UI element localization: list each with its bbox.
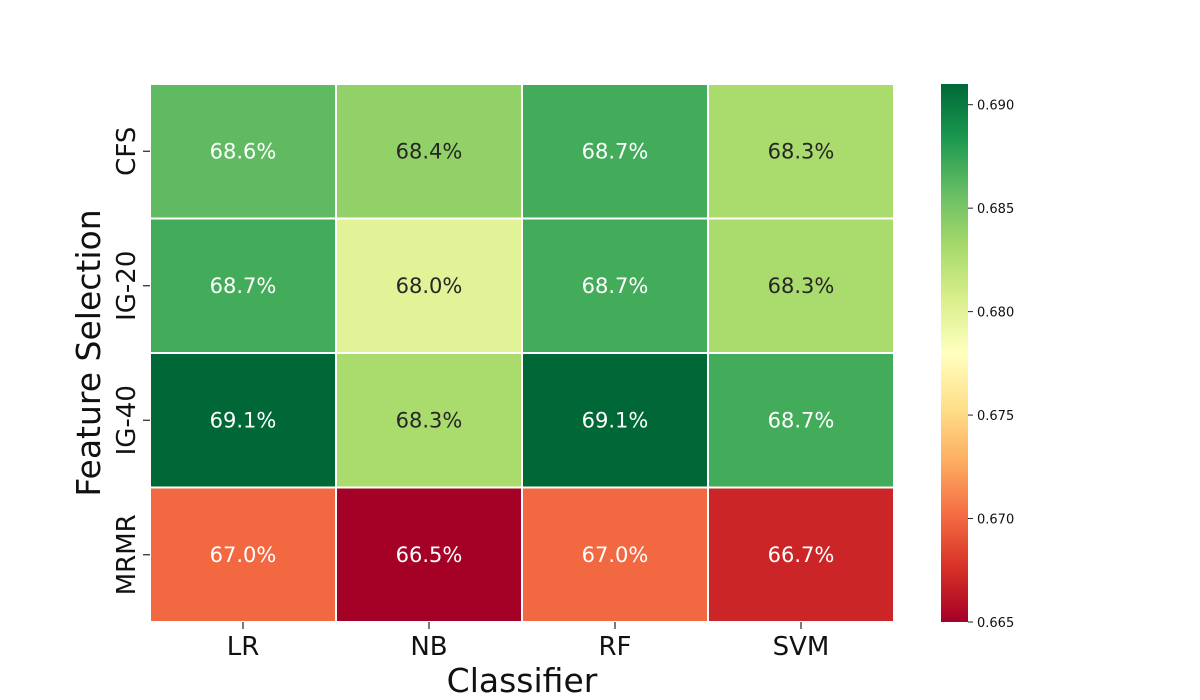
cell-value-label: 68.7%	[582, 274, 649, 298]
cell-value-label: 68.7%	[210, 274, 277, 298]
heatmap-cell	[149, 217, 337, 354]
heatmap-cell	[707, 217, 895, 354]
cell-value-label: 68.3%	[768, 274, 835, 298]
cell-value-label: 68.3%	[768, 139, 835, 163]
cell-value-label: 67.0%	[210, 543, 277, 567]
heatmap-cell	[335, 486, 523, 623]
x-axis-label: Classifier	[447, 661, 598, 700]
colorbar-tick-label: 0.680	[977, 306, 1014, 321]
cell-value-label: 68.0%	[396, 274, 463, 298]
y-axis-label: Feature Selection	[69, 209, 108, 496]
colorbar-tick-label: 0.690	[977, 99, 1014, 114]
cell-value-label: 69.1%	[582, 408, 649, 432]
heatmap-cell	[521, 83, 709, 220]
x-tick-label: SVM	[773, 632, 830, 662]
cell-value-label: 66.7%	[768, 543, 835, 567]
cell-value-label: 69.1%	[210, 408, 277, 432]
colorbar-tick-label: 0.665	[977, 616, 1014, 631]
cell-value-label: 68.3%	[396, 408, 463, 432]
heatmap-cell	[149, 83, 337, 220]
cell-value-label: 68.6%	[210, 139, 277, 163]
x-tick-label: RF	[598, 632, 631, 662]
colorbar-gradient	[941, 84, 968, 622]
x-tick-label: LR	[227, 632, 260, 662]
heatmap-cells	[149, 83, 895, 623]
heatmap-cell	[707, 486, 895, 623]
heatmap-cell	[707, 352, 895, 489]
y-axis: CFS IG-20 IG-40 MRMR	[112, 127, 150, 595]
heatmap-cell	[335, 83, 523, 220]
heatmap-cell	[707, 83, 895, 220]
cell-value-label: 68.4%	[396, 139, 463, 163]
cell-value-label: 68.7%	[582, 139, 649, 163]
heatmap-cell-labels: 68.6% 68.4% 68.7% 68.3% 68.7% 68.0% 68.7% 68.3%…	[210, 139, 835, 567]
y-tick-label: MRMR	[112, 514, 142, 595]
heatmap-cell	[149, 486, 337, 623]
x-tick-label: NB	[410, 632, 447, 662]
colorbar: 0.665 0.670 0.675 0.680 0.685 0.690	[941, 84, 1014, 631]
cell-value-label: 66.5%	[396, 543, 463, 567]
y-tick-label: IG-40	[112, 385, 142, 455]
heatmap-cell	[335, 217, 523, 354]
colorbar-tick-label: 0.675	[977, 409, 1014, 424]
x-axis: LR NB RF SVM	[227, 622, 830, 662]
colorbar-tick-label: 0.670	[977, 513, 1014, 528]
colorbar-tick-label: 0.685	[977, 202, 1014, 217]
cell-value-label: 68.7%	[768, 408, 835, 432]
cell-value-label: 67.0%	[582, 543, 649, 567]
y-tick-label: IG-20	[112, 251, 142, 321]
y-tick-label: CFS	[112, 127, 142, 176]
heatmap-cell	[335, 352, 523, 489]
